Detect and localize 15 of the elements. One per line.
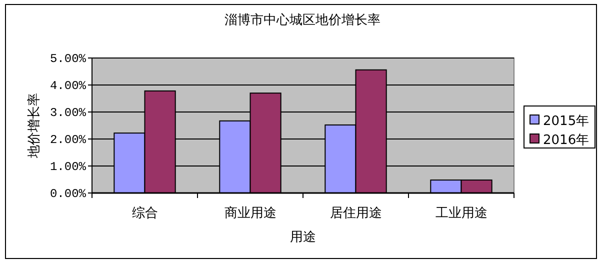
- x-tick-label: 居住用途: [330, 206, 382, 221]
- x-tick-label: 综合: [132, 206, 158, 221]
- x-tick-label: 工业用途: [435, 206, 488, 221]
- y-tick-label: 4.00%: [50, 79, 87, 93]
- x-tick-label: 商业用途: [224, 206, 276, 221]
- y-tick-label: 1.00%: [50, 160, 87, 174]
- chart-title: 淄博市中心城区地价增长率: [224, 12, 380, 28]
- y-axis-title: 地价增长率: [26, 93, 42, 159]
- y-tick-label: 2.00%: [50, 133, 87, 147]
- legend-label: 2016年: [543, 133, 590, 148]
- x-axis-title: 用途: [290, 230, 316, 245]
- y-tick-label: 5.00%: [50, 52, 87, 66]
- y-tick-label: 0.00%: [50, 187, 87, 201]
- y-tick-label: 3.00%: [50, 106, 87, 120]
- legend-label: 2015年: [543, 114, 590, 129]
